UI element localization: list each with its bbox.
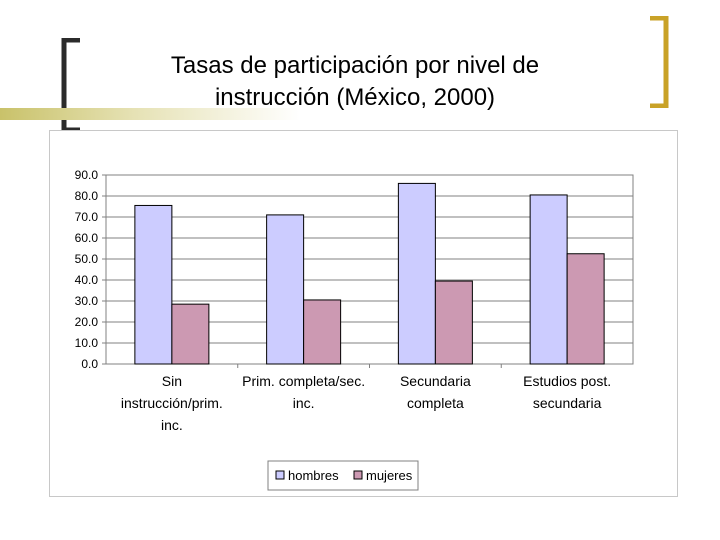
bar-chart: 0.0 10.0 20.0 30.0 40.0 50.0 60.0 70.0 80.0 90.0 S… [75,168,634,491]
bar-mujeres [566,253,605,365]
y-tick-label: 30.0 [75,294,99,308]
x-category-label: secundaria [533,395,602,411]
y-tick-label: 10.0 [75,336,99,350]
right-bracket-shape [650,16,669,108]
y-tick-label: 70.0 [75,210,99,224]
x-category-label: completa [407,395,464,411]
bar-hombres [529,194,568,365]
legend-label-hombres: hombres [288,468,339,483]
x-category-label: instrucción/prim. [121,395,223,411]
slide-title: Tasas de participación por nivel de inst… [100,50,610,114]
slide-title-line-1: Tasas de participación por nivel de [170,52,540,79]
x-category-label: Sin [162,373,182,389]
y-tick-label: 50.0 [75,252,99,266]
bar-hombres [266,214,305,365]
y-tick-label: 20.0 [75,315,99,329]
legend [267,460,419,491]
bar-mujeres [303,299,342,365]
x-category-label: Estudios post. [523,373,611,389]
chart-area: 0.0 10.0 20.0 30.0 40.0 50.0 60.0 70.0 80.0 90.0 S… [49,130,678,497]
y-tick-label: 0.0 [81,357,98,371]
slide-title-line-2: instrucción (México, 2000) [214,84,496,111]
title-accent-line [0,108,300,120]
y-tick-label: 40.0 [75,273,99,287]
legend-swatch-mujeres [353,470,363,480]
bar-hombres [134,204,173,365]
x-category-label: Secundaria [400,373,471,389]
right-bracket-decoration [650,16,669,108]
x-category-label: inc. [161,417,183,433]
bar-hombres [397,182,436,365]
legend-swatch-hombres [275,470,285,480]
x-category-label: inc. [293,395,315,411]
bar-mujeres [171,303,210,365]
legend-label-mujeres: mujeres [366,468,413,483]
bar-mujeres [434,280,473,365]
x-category-label: Prim. completa/sec. [242,373,365,389]
y-tick-label: 60.0 [75,231,99,245]
y-tick-label: 90.0 [75,168,99,182]
y-tick-label: 80.0 [75,189,99,203]
